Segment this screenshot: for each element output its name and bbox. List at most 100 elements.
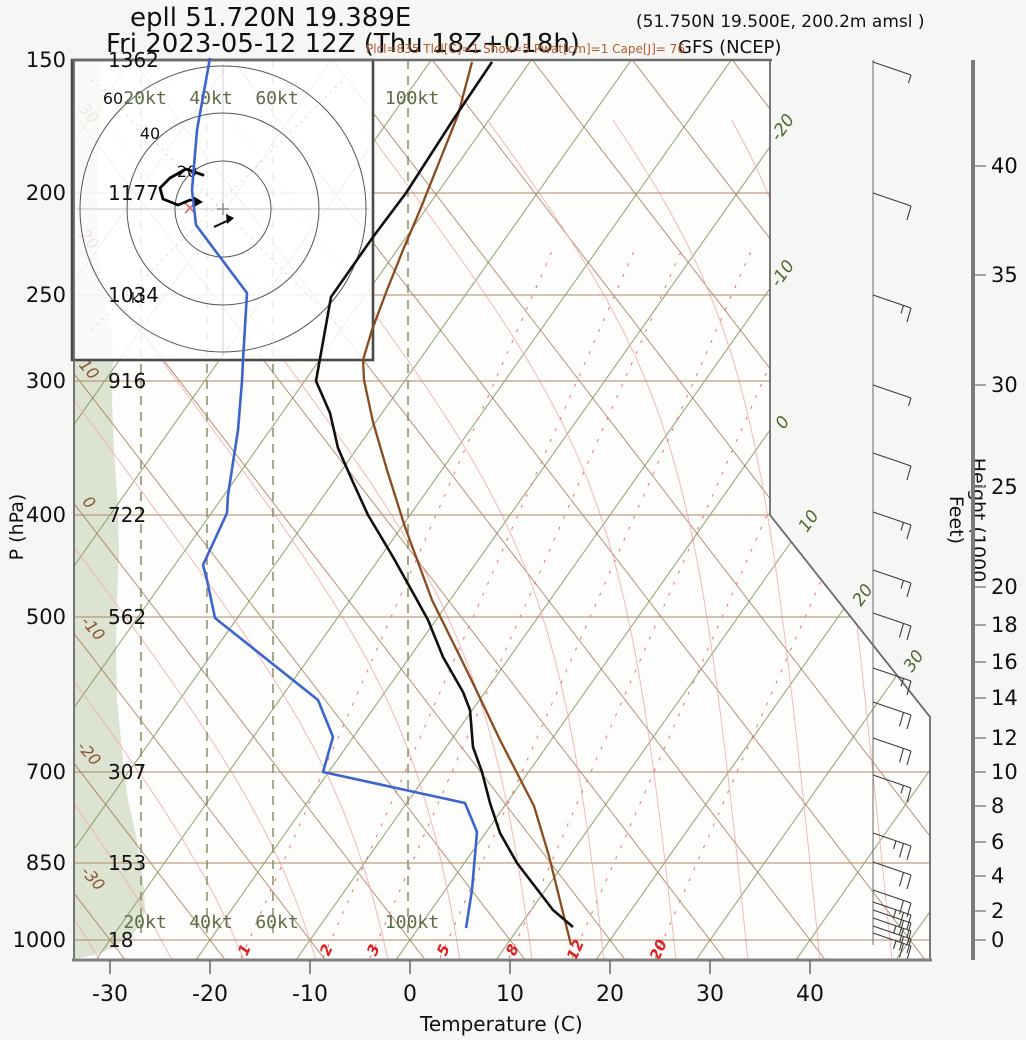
- height-tick-label: 14: [991, 686, 1018, 710]
- hodograph-ring-label: 40: [140, 124, 160, 143]
- isotherm-line: [95, 60, 732, 960]
- pressure-tick-label: 150: [26, 48, 66, 72]
- height-tick-label: 40: [991, 154, 1018, 178]
- hodograph-ring-label: 60: [103, 89, 123, 108]
- stability-indices: Plcl=835 Tlcl[C]=1 Shox=5 Pwat[cm]=1 Cap…: [366, 42, 685, 56]
- temperature-tick-label: 40: [796, 982, 824, 1007]
- pressure-tick-label: 500: [26, 605, 66, 629]
- wind-barb: [872, 294, 912, 323]
- pressure-axis: 150 1362 200 1177 250 1034 300 916 400 722 500 562 7…: [13, 48, 159, 952]
- isotherm-label: -10: [767, 257, 799, 291]
- wind-barbs: [872, 60, 912, 961]
- temperature-tick-label: -30: [92, 982, 128, 1007]
- isotherm-line: [795, 60, 930, 960]
- height-tick-label: 8: [991, 794, 1004, 818]
- hodograph-unit-label: kt: [131, 291, 145, 307]
- wind-barb: [872, 384, 912, 407]
- hodograph-ring: [126, 112, 320, 306]
- wind-barb: [872, 932, 912, 961]
- station-coordinates: (51.750N 19.500E, 200.2m amsl ): [636, 12, 925, 32]
- hodograph-trace: [158, 167, 205, 207]
- height-tick-label: 16: [991, 650, 1018, 674]
- pressure-tick-label: 300: [26, 369, 66, 393]
- temperature-tick-label: 20: [596, 982, 624, 1007]
- moist-adiabat-line: [74, 119, 245, 960]
- dry-adiabat-line: [0, 60, 25, 960]
- moist-adiabat-line: [74, 119, 317, 960]
- speed-label-bottom: 40kt: [189, 912, 232, 933]
- height-tick-label: 20: [991, 575, 1018, 599]
- pressure-tick-label: 200: [26, 181, 66, 205]
- hodograph-origin-marker: [217, 203, 229, 215]
- moist-adiabat-line: [612, 119, 821, 960]
- dry-adiabat-line: [332, 60, 930, 960]
- temperature-axis: -30 -20 -10 0 10 20 30 40: [72, 958, 932, 1007]
- isotherm-line: [195, 60, 832, 960]
- isotherm-line: [74, 60, 632, 960]
- speed-label-bottom: 100kt: [385, 912, 439, 933]
- wind-barb: [872, 612, 912, 641]
- dry-adiabat-line: [74, 60, 326, 960]
- geopotential-height-label: 18: [108, 928, 133, 952]
- dry-adiabat-line: [74, 60, 226, 960]
- pressure-tick-label: 250: [26, 283, 66, 307]
- dry-adiabat-line: [74, 60, 626, 960]
- height-tick-label: 30: [991, 373, 1018, 397]
- temperature-tick-label: -10: [292, 982, 328, 1007]
- geopotential-height-label: 916: [108, 369, 146, 393]
- height-tick-label: 0: [991, 928, 1004, 952]
- isotherm-label: -20: [767, 111, 799, 145]
- height-tick-label: 12: [991, 726, 1018, 750]
- wind-barb: [872, 774, 912, 803]
- wind-barb: [872, 701, 912, 730]
- geopotential-height-label: 307: [108, 760, 146, 784]
- isotherm-label: 10: [795, 507, 824, 536]
- isotherm-label: 30: [900, 647, 929, 676]
- isotherm-line: [695, 60, 930, 960]
- speed-label-top: 20kt: [123, 88, 166, 109]
- mixing-ratio-line: [322, 244, 638, 959]
- wind-barb: [872, 452, 912, 481]
- wind-barb: [872, 889, 912, 918]
- geopotential-height-label: 1034: [108, 283, 159, 307]
- temperature-tick-label: 0: [403, 982, 417, 1007]
- wind-barb: [872, 832, 912, 861]
- wind-barb: [872, 192, 912, 221]
- pressure-tick-label: 700: [26, 760, 66, 784]
- dry-adiabat-line: [632, 60, 930, 960]
- pressure-tick-label: 400: [26, 503, 66, 527]
- pressure-tick-label: 1000: [13, 928, 66, 952]
- wind-barb: [872, 737, 912, 766]
- moist-adiabat-line: [74, 119, 389, 960]
- hodograph-ring: [79, 65, 367, 353]
- speed-label-top: 60kt: [255, 88, 298, 109]
- temperature-tick-label: 10: [496, 982, 524, 1007]
- temperature-tick-label: -20: [192, 982, 228, 1007]
- valid-time-title: Fri 2023-05-12 12Z (Thu 18Z+018h): [106, 29, 580, 59]
- temperature-tick-label: 30: [696, 982, 724, 1007]
- isotherm-label: 0: [772, 413, 795, 433]
- hodograph-ring: [174, 160, 272, 258]
- dry-adiabat-line: [74, 60, 526, 960]
- wind-barb: [872, 569, 912, 598]
- wind-barb: [872, 61, 912, 84]
- hodograph-diagonal: [91, 79, 344, 331]
- geopotential-height-label: 1362: [108, 48, 159, 72]
- hodograph-diagonal: [91, 79, 344, 331]
- speed-label-top: 100kt: [385, 88, 439, 109]
- mixing-ratio-line: [439, 244, 755, 959]
- height-tick-label: 25: [991, 475, 1018, 499]
- geopotential-height-label: 1177: [108, 181, 159, 205]
- wind-barb: [872, 925, 912, 954]
- geopotential-height-label: 722: [108, 503, 146, 527]
- height-tick-label: 10: [991, 760, 1018, 784]
- storm-vector-arrow: [213, 219, 230, 228]
- mixing-ratio-line: [240, 244, 556, 959]
- height-tick-label: 18: [991, 613, 1018, 637]
- temperature-curve: [314, 61, 574, 928]
- parcel-curve: [361, 61, 573, 946]
